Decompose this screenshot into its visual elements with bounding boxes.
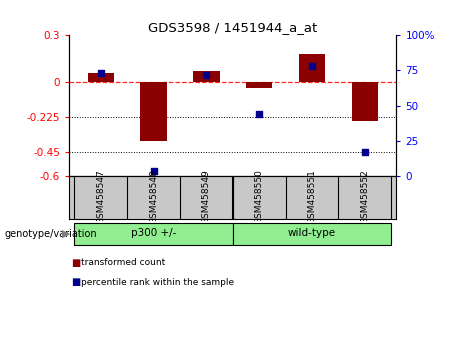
Text: GSM458549: GSM458549 xyxy=(202,169,211,224)
Text: transformed count: transformed count xyxy=(81,258,165,267)
Bar xyxy=(299,54,325,82)
Text: percentile rank within the sample: percentile rank within the sample xyxy=(81,278,234,287)
Text: GSM458552: GSM458552 xyxy=(361,169,369,224)
Text: wild-type: wild-type xyxy=(288,228,336,239)
Text: ■: ■ xyxy=(71,277,81,287)
Text: ▶: ▶ xyxy=(62,229,71,239)
Bar xyxy=(352,82,378,121)
Point xyxy=(203,72,210,78)
Point xyxy=(150,169,157,174)
Text: GSM458550: GSM458550 xyxy=(254,169,264,224)
Title: GDS3598 / 1451944_a_at: GDS3598 / 1451944_a_at xyxy=(148,21,318,34)
Text: ■: ■ xyxy=(71,258,81,268)
Point xyxy=(308,63,316,69)
Bar xyxy=(88,73,114,82)
Point xyxy=(97,70,105,76)
Text: GSM458548: GSM458548 xyxy=(149,169,158,224)
Text: p300 +/-: p300 +/- xyxy=(131,228,176,239)
Text: GSM458547: GSM458547 xyxy=(96,169,105,224)
Bar xyxy=(141,82,167,141)
Bar xyxy=(193,71,219,82)
Point xyxy=(255,111,263,117)
Text: GSM458551: GSM458551 xyxy=(307,169,317,224)
Bar xyxy=(74,223,233,245)
Point xyxy=(361,149,368,155)
Bar xyxy=(233,223,391,245)
Bar xyxy=(246,82,272,88)
Text: genotype/variation: genotype/variation xyxy=(5,229,97,239)
